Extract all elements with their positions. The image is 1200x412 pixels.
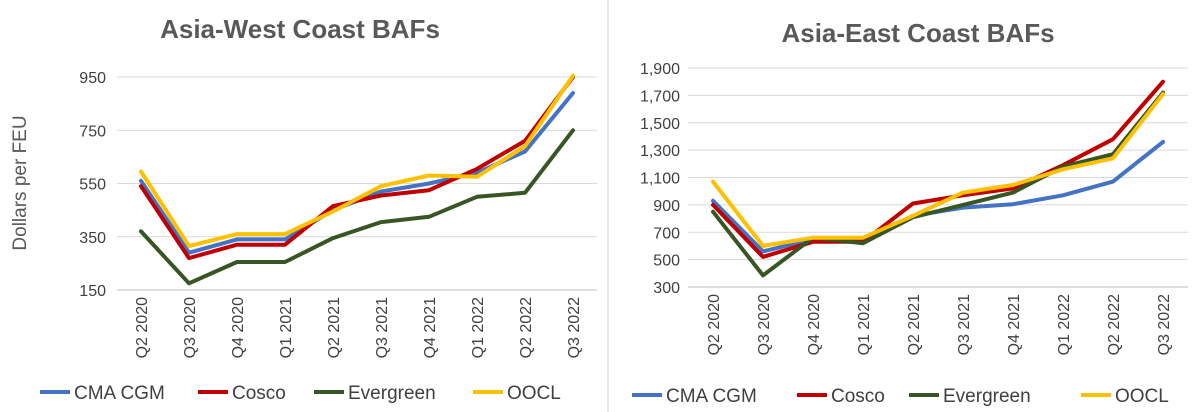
series-line-evergreen xyxy=(139,128,575,286)
x-tick-label: Q3 2021 xyxy=(374,297,391,358)
x-tick-label: Q1 2022 xyxy=(470,297,487,358)
x-tick-label: Q2 2021 xyxy=(326,297,343,358)
x-tick-label: Q3 2022 xyxy=(1156,294,1173,355)
panel-divider xyxy=(607,0,609,412)
x-tick-label: Q1 2021 xyxy=(278,297,295,358)
y-tick-label: 950 xyxy=(79,70,106,87)
series-line-oocl xyxy=(139,73,575,249)
y-tick-label: 900 xyxy=(653,198,680,215)
legend-label: CMA CGM xyxy=(666,386,757,407)
legend-label: Evergreen xyxy=(943,386,1031,407)
x-tick-label: Q1 2021 xyxy=(856,294,873,355)
x-tick-label: Q3 2022 xyxy=(566,297,583,358)
legend: CMA CGM Cosco Evergreen OOCL xyxy=(40,383,561,404)
x-tick-label: Q3 2020 xyxy=(756,294,773,355)
legend: CMA CGM Cosco Evergreen OOCL xyxy=(632,386,1169,407)
series-line-oocl xyxy=(711,92,1165,248)
y-tick-label: 1,300 xyxy=(640,143,680,160)
series-line-evergreen xyxy=(711,90,1165,278)
y-tick-label: 1,900 xyxy=(640,61,680,78)
series-line-cosco xyxy=(711,79,1165,259)
x-tick-label: Q4 2020 xyxy=(230,297,247,358)
x-tick-label: Q2 2022 xyxy=(518,297,535,358)
y-tick-label: 500 xyxy=(653,253,680,270)
x-tick-label: Q2 2020 xyxy=(706,294,723,355)
y-tick-label: 150 xyxy=(79,283,106,300)
legend-label: Cosco xyxy=(831,386,885,407)
x-tick-label: Q4 2021 xyxy=(422,297,439,358)
x-tick-label: Q2 2022 xyxy=(1106,294,1123,355)
legend-label: CMA CGM xyxy=(74,383,165,404)
y-tick-label: 1,500 xyxy=(640,116,680,133)
x-tick-label: Q1 2022 xyxy=(1056,294,1073,355)
legend-label: Cosco xyxy=(232,383,286,404)
legend-label: OOCL xyxy=(507,383,561,404)
y-tick-label: 700 xyxy=(653,225,680,242)
y-tick-label: 1,100 xyxy=(640,171,680,188)
y-tick-label: 350 xyxy=(79,230,106,247)
x-tick-label: Q4 2020 xyxy=(806,294,823,355)
legend-label: Evergreen xyxy=(348,383,436,404)
x-tick-label: Q2 2021 xyxy=(906,294,923,355)
y-tick-label: 1,700 xyxy=(640,88,680,105)
y-axis-label: Dollars per FEU xyxy=(10,115,31,250)
chart-title: Asia-East Coast BAFs xyxy=(781,18,1054,48)
x-tick-label: Q2 2020 xyxy=(134,297,151,358)
x-tick-label: Q4 2021 xyxy=(1006,294,1023,355)
chart-title: Asia-West Coast BAFs xyxy=(160,14,440,44)
y-tick-label: 750 xyxy=(79,123,106,140)
chart-panel-2: Asia-East Coast BAFs 300 500 700 900 1,100 1,3… xyxy=(632,18,1188,407)
chart-panel-1: Asia-West Coast BAFs Dollars per FEU 150 35… xyxy=(10,14,597,404)
y-tick-label: 300 xyxy=(653,280,680,297)
x-tick-label: Q3 2021 xyxy=(956,294,973,355)
legend-label: OOCL xyxy=(1115,386,1169,407)
x-tick-label: Q3 2020 xyxy=(182,297,199,358)
y-tick-label: 550 xyxy=(79,177,106,194)
